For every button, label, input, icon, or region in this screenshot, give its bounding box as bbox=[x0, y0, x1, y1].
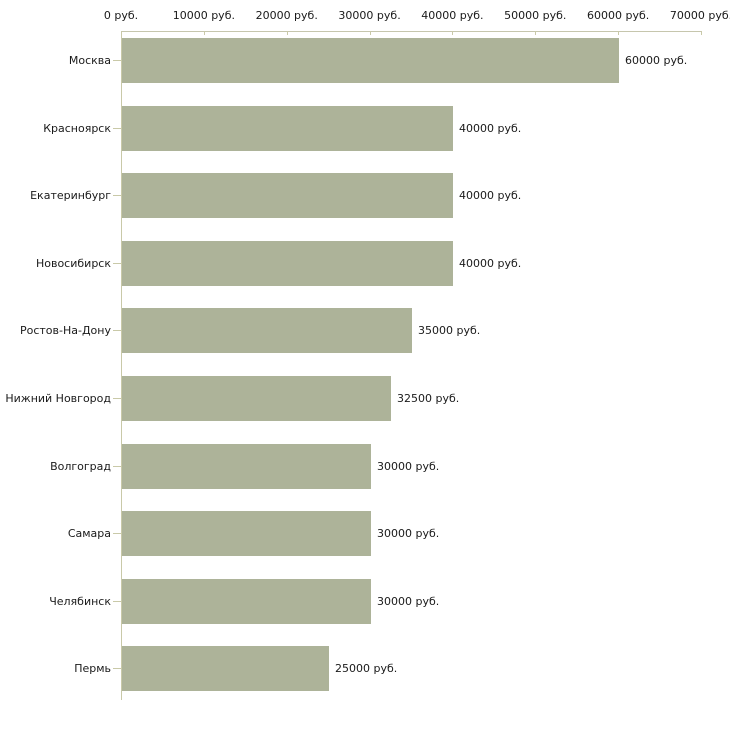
x-tick-mark bbox=[369, 31, 371, 35]
value-label: 40000 руб. bbox=[459, 256, 522, 270]
bar[interactable] bbox=[122, 105, 453, 151]
bar-row: Челябинск 30000 руб. bbox=[0, 578, 730, 624]
bar-row: Ростов-На-Дону 35000 руб. bbox=[0, 308, 730, 354]
category-label: Екатеринбург bbox=[30, 189, 111, 203]
category-tick-mark bbox=[113, 600, 121, 602]
x-tick-mark bbox=[618, 31, 620, 35]
value-label: 25000 руб. bbox=[335, 662, 398, 676]
bar-row: Самара 30000 руб. bbox=[0, 511, 730, 557]
category-tick-mark bbox=[113, 398, 121, 399]
x-tick-label: 50000 руб. bbox=[504, 9, 567, 22]
category-label: Москва bbox=[68, 54, 111, 67]
category-label: Нижний Новгород bbox=[5, 392, 111, 405]
bar[interactable] bbox=[122, 511, 371, 557]
category-tick-mark bbox=[113, 668, 121, 670]
value-label: 60000 руб. bbox=[625, 54, 688, 67]
bar-row: Нижний Новгород 32500 руб. bbox=[0, 376, 730, 421]
x-tick-mark bbox=[701, 31, 702, 35]
x-tick-mark bbox=[286, 31, 288, 35]
category-label: Самара bbox=[67, 527, 111, 541]
bar[interactable] bbox=[122, 308, 412, 354]
x-tick-label: 60000 руб. bbox=[587, 9, 650, 22]
x-tick-label: 0 руб. bbox=[103, 9, 139, 22]
bar-row: Новосибирск 40000 руб. bbox=[0, 240, 730, 286]
x-tick-label: 20000 руб. bbox=[255, 9, 318, 22]
y-axis-line bbox=[121, 31, 122, 700]
x-tick-label: 70000 руб. bbox=[669, 9, 730, 22]
category-tick-mark bbox=[113, 195, 121, 197]
category-label: Новосибирск bbox=[35, 256, 111, 270]
category-tick-mark bbox=[113, 330, 121, 332]
bar[interactable] bbox=[122, 578, 371, 624]
bar[interactable] bbox=[122, 38, 619, 83]
value-label: 40000 руб. bbox=[459, 121, 522, 135]
bar-row: Красноярск 40000 руб. bbox=[0, 105, 730, 151]
bar[interactable] bbox=[122, 376, 391, 421]
x-tick-mark bbox=[203, 31, 205, 35]
bar[interactable] bbox=[122, 646, 329, 692]
x-tick-mark bbox=[452, 31, 454, 35]
x-tick-label: 30000 руб. bbox=[338, 9, 401, 22]
bar-row: Москва 60000 руб. bbox=[0, 38, 730, 83]
category-tick-mark bbox=[113, 60, 121, 61]
bar[interactable] bbox=[122, 240, 453, 286]
value-label: 35000 руб. bbox=[418, 324, 481, 338]
category-label: Пермь bbox=[74, 662, 111, 676]
value-label: 30000 руб. bbox=[377, 459, 440, 473]
bar-row: Пермь 25000 руб. bbox=[0, 646, 730, 692]
category-label: Красноярск bbox=[43, 121, 111, 135]
value-label: 30000 руб. bbox=[377, 527, 440, 541]
bar[interactable] bbox=[122, 173, 453, 219]
category-label: Ростов-На-Дону bbox=[19, 324, 111, 338]
x-axis-line bbox=[121, 31, 701, 32]
bar-row: Волгоград 30000 руб. bbox=[0, 443, 730, 489]
category-tick-mark bbox=[113, 533, 121, 535]
bar[interactable] bbox=[122, 443, 371, 489]
value-label: 30000 руб. bbox=[377, 594, 440, 608]
x-tick-label: 40000 руб. bbox=[421, 9, 484, 22]
category-label: Волгоград bbox=[50, 459, 111, 473]
category-tick-mark bbox=[113, 262, 121, 264]
x-tick-mark bbox=[535, 31, 537, 35]
x-tick-label: 10000 руб. bbox=[172, 9, 235, 22]
bar-row: Екатеринбург 40000 руб. bbox=[0, 173, 730, 219]
category-label: Челябинск bbox=[49, 594, 111, 608]
category-tick-mark bbox=[113, 127, 121, 129]
value-label: 40000 руб. bbox=[459, 189, 522, 203]
value-label: 32500 руб. bbox=[397, 392, 460, 405]
category-tick-mark bbox=[113, 465, 121, 467]
